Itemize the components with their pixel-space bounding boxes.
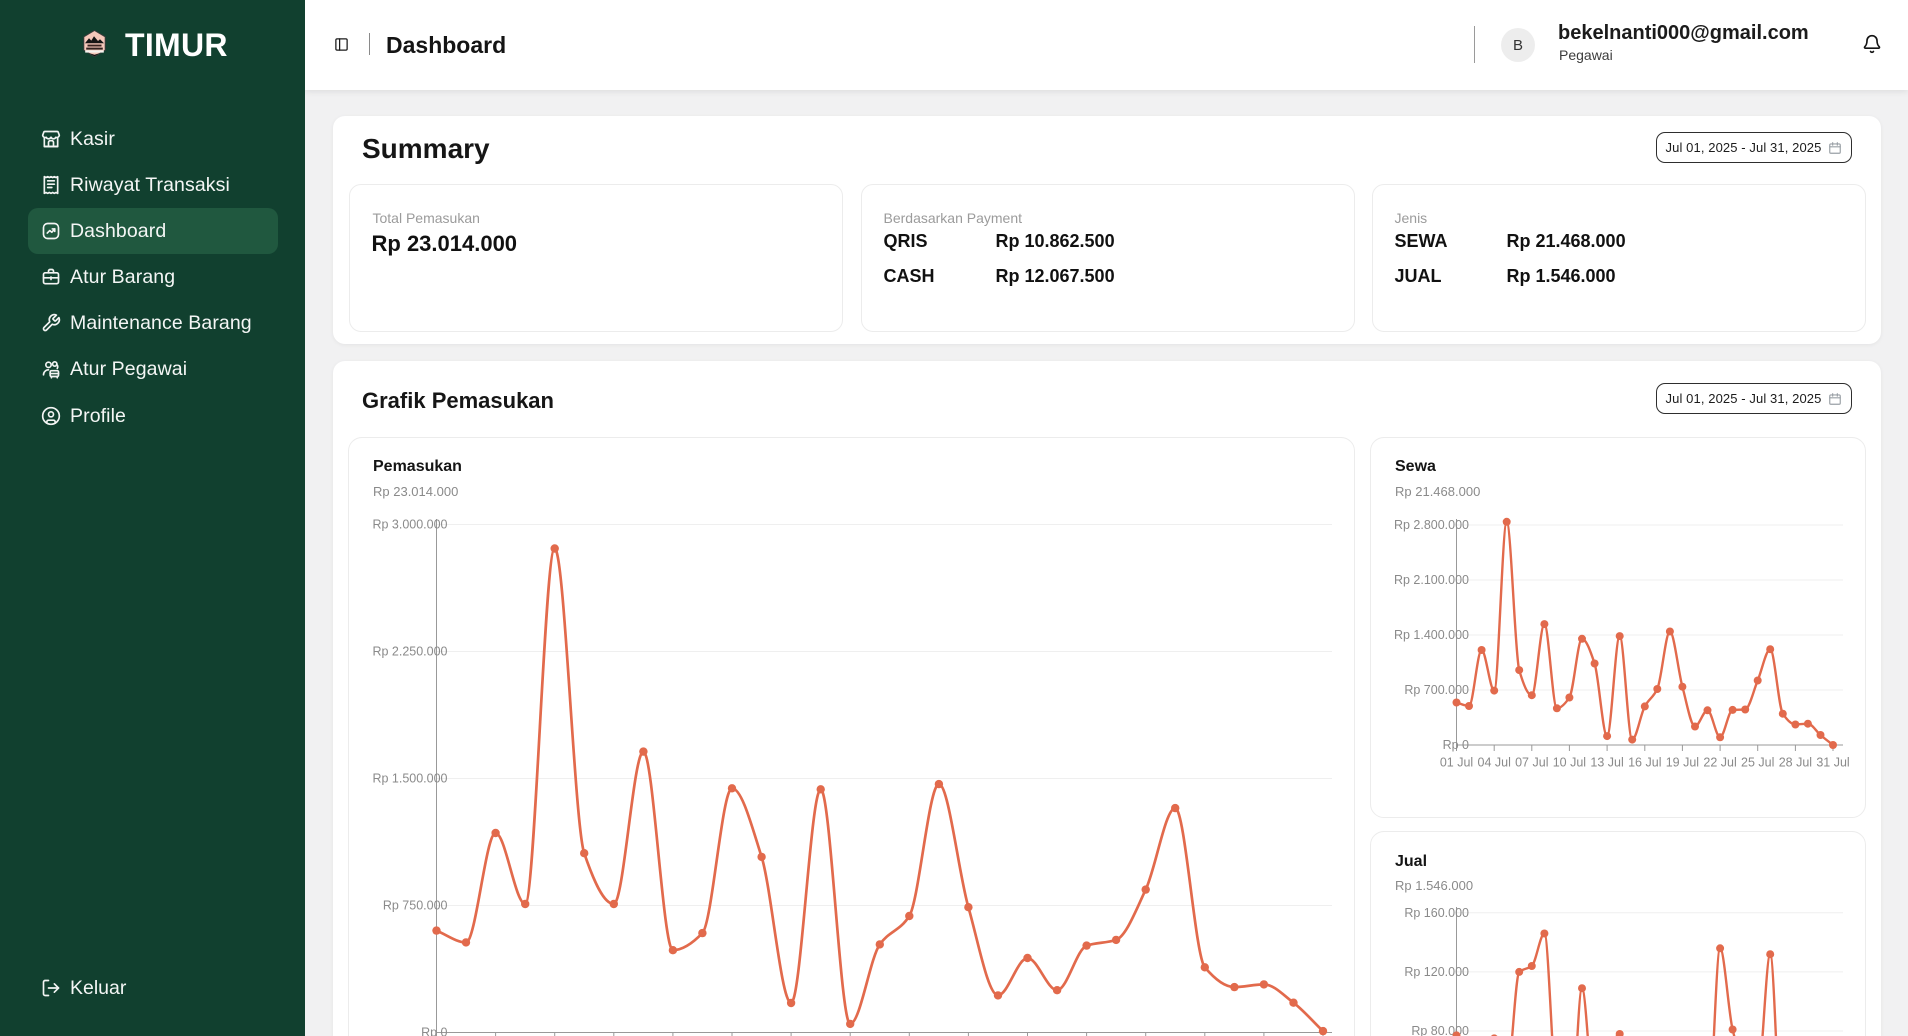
svg-text:10 Jul: 10 Jul [1553,756,1586,770]
svg-text:04 Jul: 04 Jul [1478,756,1511,770]
svg-text:22 Jul: 22 Jul [1703,756,1736,770]
svg-text:31 Jul: 31 Jul [1816,756,1849,770]
svg-text:Rp 80.000: Rp 80.000 [1411,1024,1469,1036]
svg-text:13 Jul: 13 Jul [1590,756,1623,770]
svg-text:25 Jul: 25 Jul [1741,756,1774,770]
svg-text:Rp 1.500.000: Rp 1.500.000 [372,772,447,786]
svg-text:Rp 1.400.000: Rp 1.400.000 [1394,628,1469,642]
svg-text:01 Jul: 01 Jul [1440,756,1473,770]
svg-text:Rp 2.250.000: Rp 2.250.000 [372,645,447,659]
svg-text:Rp 160.000: Rp 160.000 [1404,906,1469,920]
svg-text:Rp 120.000: Rp 120.000 [1404,965,1469,979]
svg-text:Rp 0: Rp 0 [421,1026,447,1036]
svg-text:Rp 3.000.000: Rp 3.000.000 [372,518,447,532]
svg-text:Rp 700.000: Rp 700.000 [1404,683,1469,697]
svg-text:Rp 750.000: Rp 750.000 [383,899,448,913]
svg-text:Rp 2.100.000: Rp 2.100.000 [1394,573,1469,587]
svg-text:28 Jul: 28 Jul [1779,756,1812,770]
svg-text:19 Jul: 19 Jul [1666,756,1699,770]
svg-text:07 Jul: 07 Jul [1515,756,1548,770]
svg-text:Rp 0: Rp 0 [1443,738,1469,752]
svg-text:16 Jul: 16 Jul [1628,756,1661,770]
svg-text:Rp 2.800.000: Rp 2.800.000 [1394,518,1469,532]
